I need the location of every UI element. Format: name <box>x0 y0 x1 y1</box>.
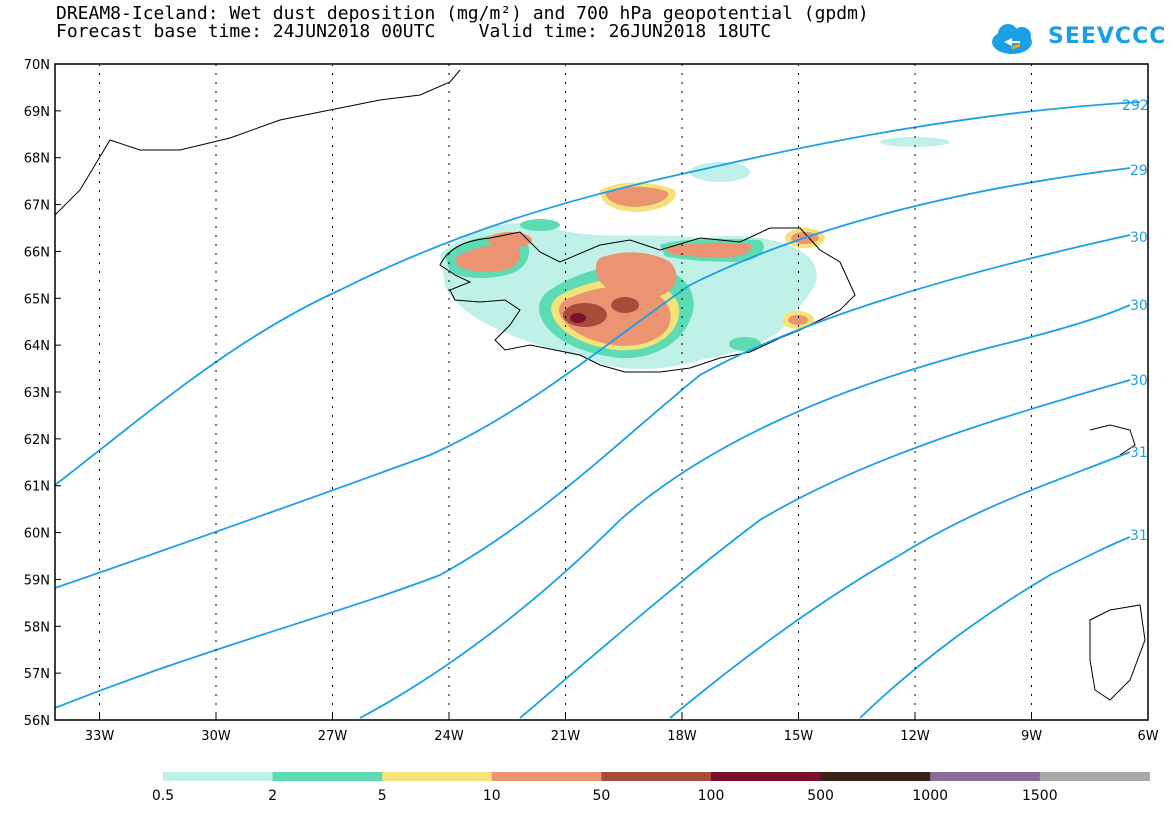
contour-line <box>859 536 1131 719</box>
lat-tick-label: 69N <box>24 105 50 120</box>
lat-tick-label: 60N <box>24 527 50 542</box>
lon-tick-label: 21W <box>551 729 581 744</box>
contour-line <box>54 101 1141 486</box>
contour-line <box>669 451 1131 719</box>
contour-label: 31 <box>1130 528 1148 544</box>
legend-label: 2 <box>268 788 277 804</box>
contour-labels: 292 29 30 30 30 31 31 <box>1122 98 1149 544</box>
contour-line <box>359 304 1131 719</box>
lat-tick-label: 56N <box>24 714 50 729</box>
lat-tick-label: 63N <box>24 386 50 401</box>
legend-label: 500 <box>807 788 834 804</box>
lat-tick-label: 70N <box>24 58 50 73</box>
lat-tick-label: 67N <box>24 199 50 214</box>
legend-label: 1500 <box>1022 788 1058 804</box>
contour-label: 30 <box>1130 298 1148 314</box>
lat-tick-label: 66N <box>24 245 50 260</box>
lat-tick-label: 65N <box>24 292 50 307</box>
cloud-icon <box>992 24 1032 54</box>
graticule <box>99 64 1032 720</box>
contour-label: 29 <box>1130 163 1148 179</box>
latitude-axis: 70N 69N 68N 67N 66N 65N 64N 63N 62N 61N 60N 59N 58N 5… <box>24 58 61 729</box>
contour-label: 30 <box>1130 230 1148 246</box>
contour-line <box>54 167 1131 589</box>
map-frame <box>54 63 1149 721</box>
lon-tick-label: 24W <box>434 729 464 744</box>
lat-tick-label: 68N <box>24 152 50 167</box>
lon-tick-label: 12W <box>900 729 930 744</box>
chart-subtitle: Forecast base time: 24JUN2018 00UTC Vali… <box>56 21 772 42</box>
contour-label: 30 <box>1130 373 1148 389</box>
legend-label: 1000 <box>912 788 948 804</box>
lat-tick-label: 59N <box>24 573 50 588</box>
legend-label: 0.5 <box>152 788 174 804</box>
dust-deposition-field <box>440 137 950 369</box>
legend-swatch <box>711 772 822 781</box>
lat-tick-label: 61N <box>24 480 50 495</box>
legend-label: 100 <box>698 788 725 804</box>
lon-tick-label: 30W <box>201 729 231 744</box>
lon-tick-label: 33W <box>85 729 115 744</box>
contour-line <box>519 379 1131 719</box>
legend-swatch <box>272 772 383 781</box>
lon-tick-label: 15W <box>784 729 814 744</box>
legend-swatch <box>163 772 274 781</box>
legend-swatch <box>1039 772 1150 781</box>
lon-tick-label: 6W <box>1137 729 1158 744</box>
legend-label: 5 <box>378 788 387 804</box>
lat-tick-label: 64N <box>24 339 50 354</box>
legend-swatch <box>930 772 1041 781</box>
legend-swatch <box>820 772 931 781</box>
coastline <box>54 69 1146 701</box>
lon-tick-label: 27W <box>318 729 348 744</box>
lat-tick-label: 58N <box>24 620 50 635</box>
legend-label: 10 <box>483 788 501 804</box>
geopotential-contours <box>54 101 1141 719</box>
longitude-axis: 33W 30W 27W 24W 21W 18W 15W 12W 9W 6W <box>85 714 1159 744</box>
legend-swatch <box>491 772 602 781</box>
lat-tick-label: 62N <box>24 433 50 448</box>
contour-label: 31 <box>1130 445 1148 461</box>
legend: 0.5 2 5 10 50 100 500 1000 1500 <box>152 772 1150 804</box>
contour-line <box>54 234 1131 709</box>
logo-text: SEEVCCC <box>1048 24 1167 49</box>
legend-swatch <box>601 772 712 781</box>
legend-label: 50 <box>592 788 610 804</box>
legend-swatch <box>382 772 493 781</box>
contour-label: 292 <box>1122 98 1149 114</box>
lat-tick-label: 57N <box>24 667 50 682</box>
chart-title: DREAM8-Iceland: Wet dust deposition (mg/… <box>56 3 869 24</box>
lon-tick-label: 9W <box>1021 729 1042 744</box>
lon-tick-label: 18W <box>667 729 697 744</box>
